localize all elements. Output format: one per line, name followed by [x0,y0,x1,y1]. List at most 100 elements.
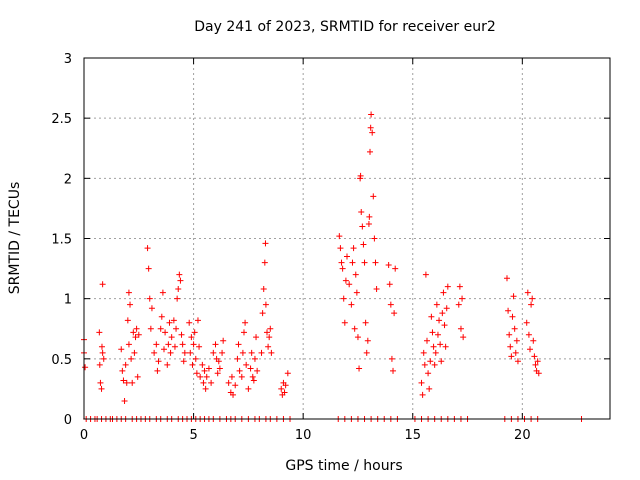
data-point [118,346,125,353]
data-point [525,331,532,338]
data-point [508,353,515,360]
data-point [338,259,345,266]
data-point [503,275,510,282]
data-point [173,325,180,332]
data-point [202,385,209,392]
data-point [265,343,272,350]
data-point [259,310,266,317]
data-point [431,361,438,368]
data-point [422,271,429,278]
data-point [168,334,175,341]
data-point [512,349,519,356]
data-point [129,379,136,386]
data-point [385,261,392,268]
data-point [349,259,356,266]
data-point [386,281,393,288]
data-point [131,349,138,356]
data-point [352,271,359,278]
data-point [388,355,395,362]
data-point [443,305,450,312]
data-point [360,241,367,248]
data-point [127,301,134,308]
data-point [166,319,173,326]
data-point [350,245,357,252]
data-point [373,286,380,293]
data-point [367,124,374,131]
data-point [154,367,161,374]
data-point [264,329,271,336]
data-point [155,358,162,365]
data-point [176,271,183,278]
data-point [262,240,269,247]
data-point [428,313,435,320]
data-point [440,289,447,296]
data-point [97,379,104,386]
data-point [433,301,440,308]
data-point [248,349,255,356]
data-point [511,325,518,332]
data-point [239,349,246,356]
y-tick-label: 0 [64,413,72,428]
data-point [230,391,237,398]
data-point [181,349,188,356]
data-point [419,391,426,398]
data-point [175,286,182,293]
data-point [179,341,186,348]
data-point [356,365,363,372]
data-point [353,289,360,296]
data-point [238,373,245,380]
data-point [357,172,364,179]
data-point [178,331,185,338]
data-point [130,329,137,336]
data-point [387,301,394,308]
data-point [203,373,210,380]
data-point [505,307,512,314]
data-point [180,358,187,365]
data-point [197,373,204,380]
data-point [145,265,152,272]
data-point [147,325,154,332]
data-point [281,389,288,396]
data-point [507,343,514,350]
data-point [351,325,358,332]
data-point [460,334,467,341]
data-point [162,329,169,336]
data-point [420,349,427,356]
data-point [534,358,541,365]
x-tick-label: 20 [514,428,531,443]
data-point [430,343,437,350]
data-point [524,289,531,296]
data-point [236,367,243,374]
data-point [425,370,432,377]
data-point [196,343,203,350]
data-point [339,265,346,272]
data-point [444,283,451,290]
data-point [214,370,221,377]
data-point [535,370,542,377]
data-point [157,325,164,332]
data-point [258,349,265,356]
data-point [159,289,166,296]
data-point [208,379,215,386]
data-point [427,358,434,365]
data-point [125,289,132,296]
data-point [528,301,535,308]
data-point [529,295,536,302]
data-point [210,349,217,356]
data-point [527,346,534,353]
data-point [509,313,516,320]
data-point [456,283,463,290]
data-point [510,293,517,300]
data-point [201,367,208,374]
data-point [262,301,269,308]
data-point [342,277,349,284]
data-point [194,317,201,324]
data-point [200,379,207,386]
data-point [165,341,172,348]
data-point [146,295,153,302]
data-point [390,367,397,374]
data-point [177,277,184,284]
y-tick-label: 3 [64,52,72,67]
data-point [164,361,171,368]
